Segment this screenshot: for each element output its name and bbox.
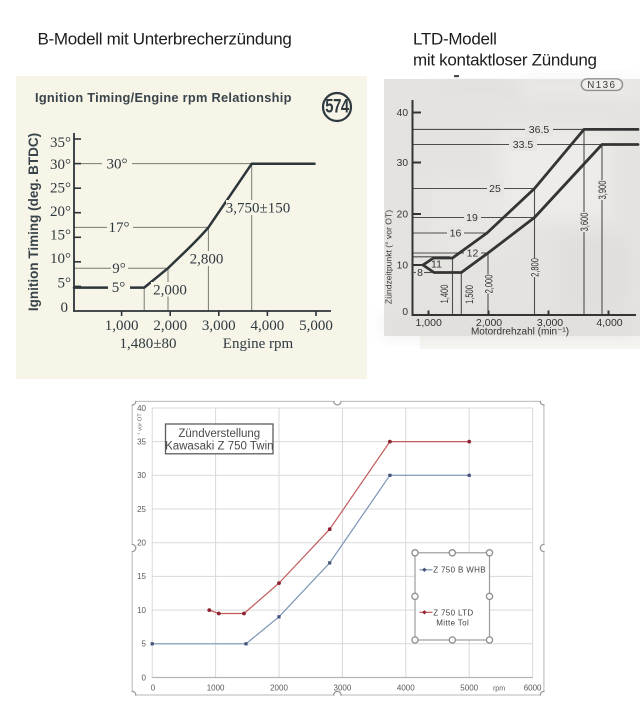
svg-text:35: 35: [137, 437, 146, 446]
svg-text:4,000: 4,000: [251, 318, 285, 334]
svg-text:4,000: 4,000: [596, 317, 622, 329]
svg-text:1,500: 1,500: [463, 285, 476, 304]
svg-text:5: 5: [142, 640, 147, 649]
svg-text:19: 19: [466, 212, 478, 224]
svg-text:40: 40: [397, 108, 409, 119]
svg-text:Motordrehzahl (min⁻¹): Motordrehzahl (min⁻¹): [471, 327, 569, 338]
svg-text:2,800: 2,800: [528, 258, 541, 277]
svg-text:mit kontaktloser Zündung: mit kontaktloser Zündung: [413, 51, 597, 70]
svg-text:0: 0: [402, 307, 408, 318]
svg-text:Z 750 B WHB: Z 750 B WHB: [433, 566, 486, 575]
svg-text:3,900: 3,900: [595, 181, 608, 200]
svg-text:15°: 15°: [50, 228, 71, 244]
svg-text:Ignition Timing (deg. BTDC): Ignition Timing (deg. BTDC): [26, 133, 41, 311]
svg-text:0: 0: [151, 683, 156, 692]
svg-text:33.5: 33.5: [513, 139, 534, 151]
svg-text:5°: 5°: [112, 280, 126, 296]
svg-text:Zündverstellung: Zündverstellung: [178, 428, 260, 440]
svg-text:25°: 25°: [50, 180, 71, 196]
svg-text:2,000: 2,000: [153, 282, 187, 298]
svg-text:1000: 1000: [207, 683, 225, 692]
svg-text:3000: 3000: [334, 683, 352, 692]
svg-text:9°: 9°: [112, 261, 126, 277]
svg-text:20°: 20°: [50, 204, 71, 220]
svg-text:rpm: rpm: [493, 685, 505, 692]
svg-text:15: 15: [137, 572, 146, 581]
svg-text:20: 20: [137, 539, 146, 548]
svg-text:Kawasaki Z 750 Twin: Kawasaki Z 750 Twin: [165, 441, 273, 453]
svg-text:11: 11: [431, 258, 442, 270]
svg-text:2,000: 2,000: [482, 275, 495, 294]
svg-text:° vor OT: ° vor OT: [138, 413, 144, 435]
svg-text:Engine rpm: Engine rpm: [223, 336, 294, 352]
svg-text:4000: 4000: [397, 683, 415, 692]
svg-text:30°: 30°: [107, 156, 128, 172]
svg-text:Z 750 LTD: Z 750 LTD: [433, 608, 473, 617]
svg-text:17°: 17°: [109, 220, 130, 236]
svg-text:2,800: 2,800: [190, 251, 224, 267]
svg-text:B-Modell mit Unterbrecherzündu: B-Modell mit Unterbrecherzündung: [38, 30, 292, 49]
svg-text:1,400: 1,400: [437, 285, 450, 304]
svg-text:20: 20: [397, 210, 409, 221]
svg-text:5000: 5000: [460, 683, 478, 692]
svg-text:3,000: 3,000: [537, 317, 563, 329]
svg-text:10°: 10°: [50, 251, 71, 267]
svg-text:1,480±80: 1,480±80: [120, 336, 177, 352]
svg-text:2,000: 2,000: [153, 318, 187, 334]
svg-text:2000: 2000: [270, 683, 288, 692]
svg-text:16: 16: [450, 228, 462, 240]
svg-text:30: 30: [397, 158, 409, 169]
svg-text:40: 40: [137, 404, 146, 413]
svg-text:6000: 6000: [524, 683, 542, 692]
svg-text:5°: 5°: [58, 275, 72, 291]
svg-text:1,000: 1,000: [105, 318, 139, 334]
svg-text:30°: 30°: [50, 157, 71, 173]
svg-text:574: 574: [325, 96, 349, 117]
svg-text:Mitte Tol: Mitte Tol: [436, 619, 469, 628]
svg-text:12: 12: [467, 248, 479, 260]
svg-text:30: 30: [137, 471, 146, 480]
svg-text:5,000: 5,000: [299, 318, 333, 334]
svg-text:10: 10: [137, 606, 146, 615]
svg-text:8: 8: [417, 267, 423, 279]
svg-text:25: 25: [137, 505, 146, 514]
svg-text:25: 25: [489, 183, 501, 195]
svg-text:10: 10: [397, 261, 409, 272]
svg-text:3,600: 3,600: [577, 213, 590, 232]
svg-text:Zündzeitpunkt (° vor OT): Zündzeitpunkt (° vor OT): [384, 210, 394, 304]
svg-text:2,000: 2,000: [476, 317, 502, 329]
svg-text:LTD-Modell: LTD-Modell: [413, 30, 497, 49]
svg-text:0: 0: [142, 673, 147, 682]
svg-text:3,000: 3,000: [202, 318, 236, 334]
svg-text:3,750±150: 3,750±150: [226, 200, 290, 216]
svg-text:35°: 35°: [50, 135, 71, 151]
svg-text:36.5: 36.5: [529, 124, 550, 136]
svg-text:Ignition Timing/Engine rpm Re: Ignition Timing/Engine rpm Relationship: [35, 90, 292, 105]
svg-text:N136: N136: [587, 80, 616, 91]
svg-text:0: 0: [61, 300, 69, 316]
svg-text:1,000: 1,000: [416, 317, 442, 329]
